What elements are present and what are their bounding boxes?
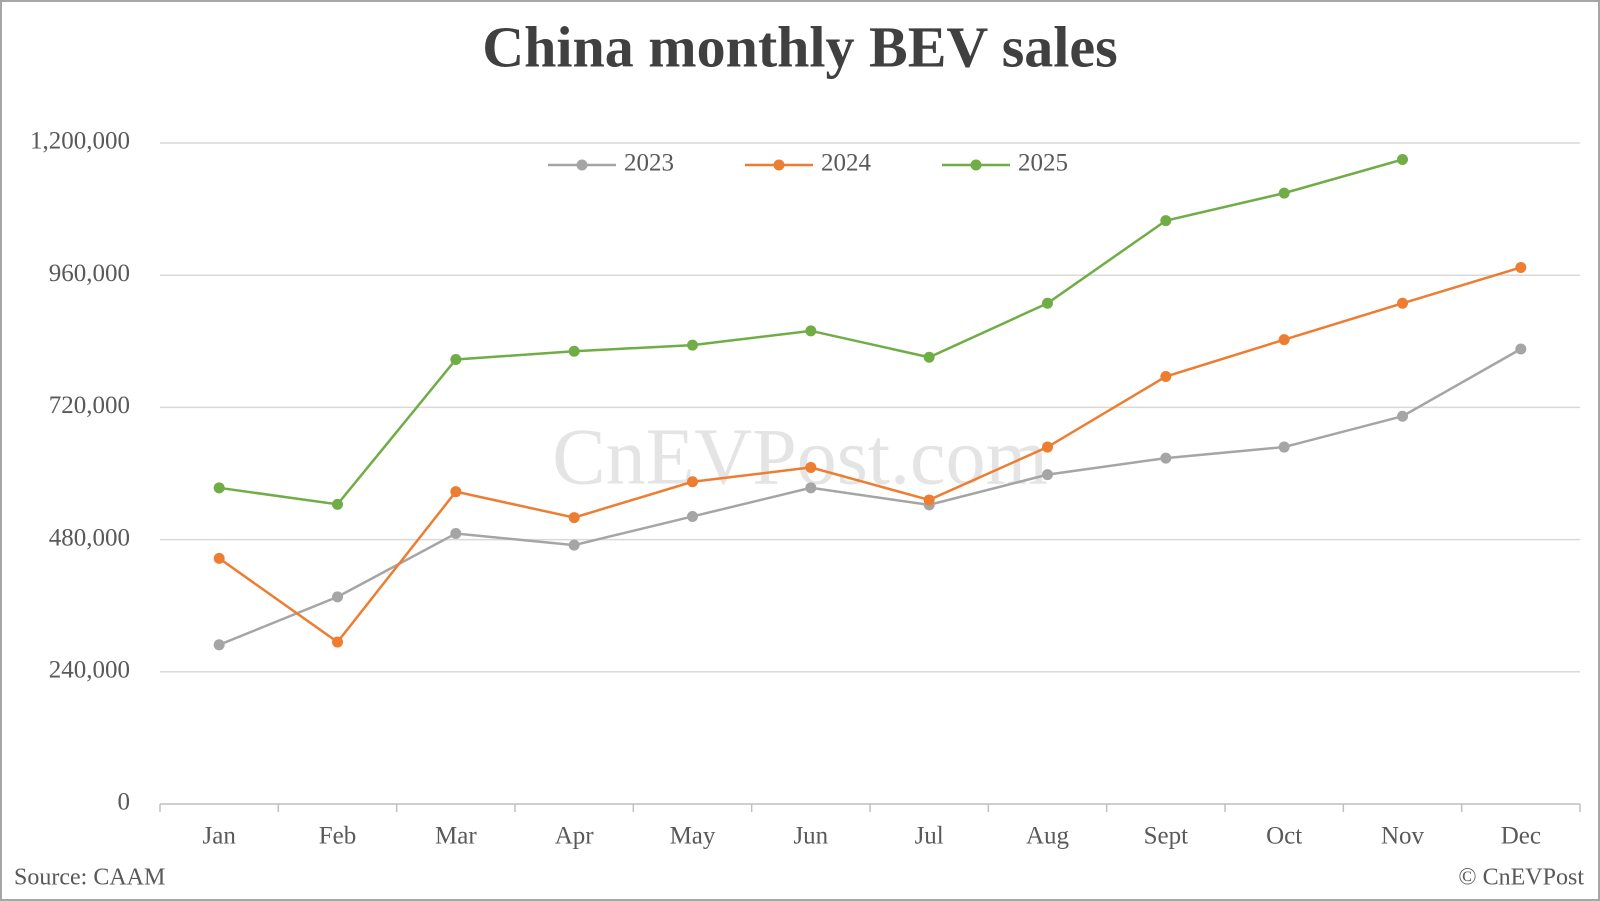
x-tick-label: Oct: [1266, 823, 1302, 850]
data-point: [1042, 441, 1053, 453]
data-point: [1278, 441, 1290, 453]
x-tick-label: Feb: [319, 823, 357, 850]
data-point: [332, 591, 343, 603]
data-point: [1278, 187, 1290, 199]
y-tick-label: 960,000: [49, 260, 130, 287]
legend-marker: [970, 159, 982, 171]
data-point: [1515, 343, 1527, 355]
chart-title: China monthly BEV sales: [482, 14, 1117, 79]
data-point: [1160, 371, 1172, 383]
x-tick-label: May: [670, 823, 716, 850]
data-point: [332, 498, 343, 510]
x-tick-label: Nov: [1381, 823, 1425, 850]
data-point: [1278, 334, 1290, 346]
data-point: [923, 494, 935, 506]
data-point: [923, 351, 935, 363]
data-point: [1042, 297, 1053, 309]
legend-label: 2024: [821, 150, 872, 177]
credit: © CnEVPost: [1458, 865, 1584, 891]
legend-label: 2025: [1018, 150, 1068, 177]
y-tick-label: 0: [118, 789, 131, 816]
data-point: [213, 639, 225, 651]
x-tick-label: Sept: [1144, 823, 1189, 850]
data-point: [1160, 452, 1172, 464]
data-point: [450, 486, 462, 498]
y-tick-label: 720,000: [49, 392, 130, 419]
series-line: [218, 266, 1522, 644]
data-point: [213, 552, 225, 564]
data-point: [568, 345, 580, 357]
data-point: [1397, 297, 1408, 309]
data-point: [805, 461, 817, 473]
x-tick-label: Jun: [793, 823, 828, 850]
data-point: [1397, 410, 1408, 422]
x-tick-label: Jan: [203, 823, 237, 850]
y-tick-label: 240,000: [49, 657, 130, 684]
data-point: [1515, 261, 1527, 273]
data-point: [450, 353, 462, 365]
data-point: [687, 510, 698, 522]
data-point: [332, 636, 343, 648]
x-tick-label: Jul: [915, 823, 944, 850]
legend-label: 2023: [624, 150, 674, 177]
x-tick-label: Dec: [1501, 823, 1541, 850]
x-tick-label: Aug: [1026, 823, 1070, 850]
data-point: [805, 325, 817, 337]
data-point: [687, 339, 698, 351]
y-tick-label: 1,200,000: [30, 128, 130, 155]
data-point: [1042, 469, 1053, 481]
series-line: [218, 347, 1522, 646]
data-point: [568, 512, 580, 524]
data-point: [1397, 154, 1408, 166]
legend-marker: [576, 159, 588, 171]
legend-marker: [773, 159, 785, 171]
x-tick-label: Mar: [435, 823, 477, 850]
data-point: [805, 482, 817, 494]
watermark: CnEVPost.com: [552, 413, 1048, 501]
data-point: [568, 539, 580, 551]
source: Source: CAAM: [14, 865, 165, 891]
data-point: [1160, 215, 1172, 227]
y-tick-label: 480,000: [49, 524, 130, 551]
data-point: [450, 528, 462, 540]
data-point: [687, 476, 698, 488]
x-tick-label: Apr: [555, 823, 595, 850]
data-point: [213, 482, 225, 494]
